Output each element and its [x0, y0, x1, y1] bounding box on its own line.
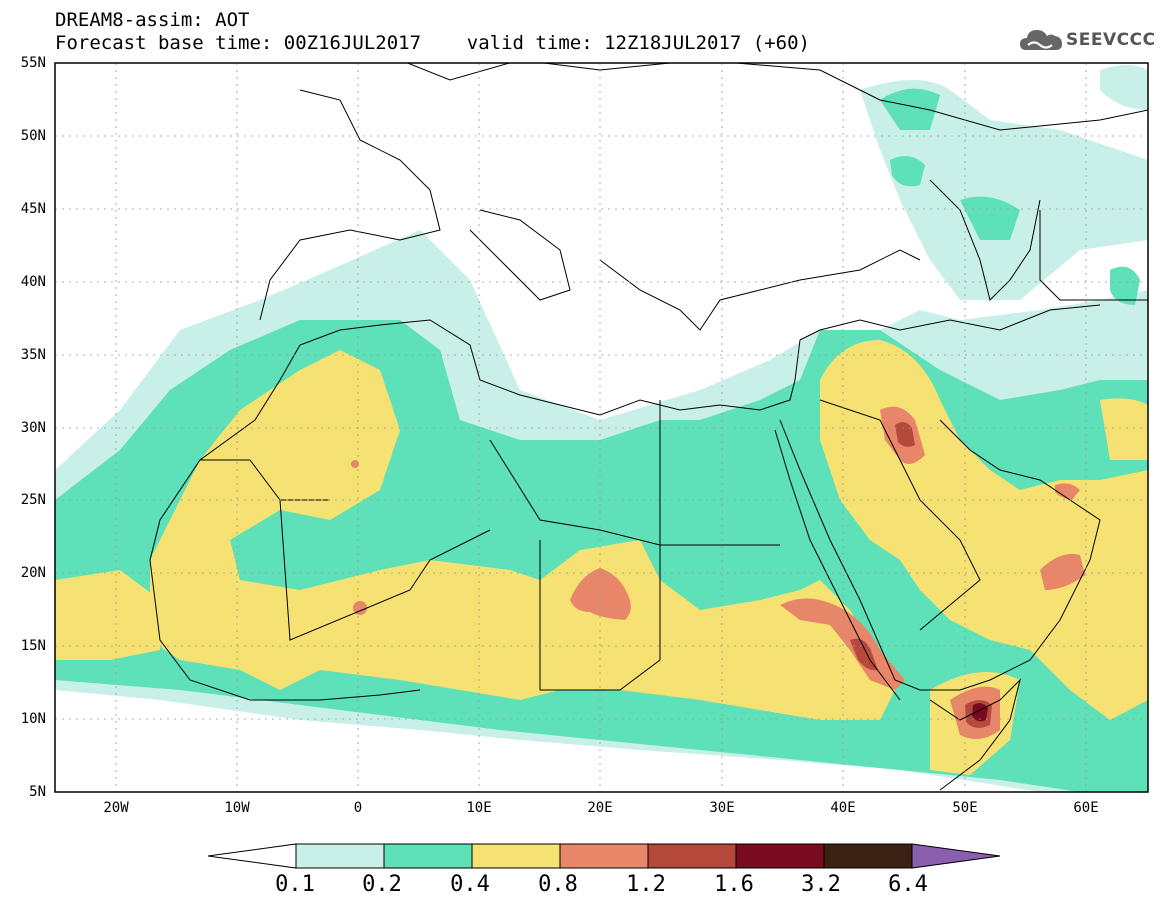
- colorbar-segment: [295, 843, 385, 869]
- lon-label: 20E: [587, 800, 613, 816]
- map-frame: [54, 62, 1149, 793]
- lon-label: 0: [353, 800, 363, 816]
- lat-label: 30N: [20, 420, 46, 436]
- lat-label: 55N: [20, 55, 46, 71]
- lat-label: 5N: [29, 784, 46, 800]
- lon-label: 10E: [466, 800, 492, 816]
- lon-label: 10W: [224, 800, 250, 816]
- lon-label: 40E: [830, 800, 856, 816]
- lat-label: 35N: [20, 347, 46, 363]
- legend-label: 0.8: [538, 872, 578, 897]
- lon-label: 20W: [103, 800, 129, 816]
- legend-label: 6.4: [888, 872, 928, 897]
- lat-label: 10N: [20, 711, 46, 727]
- aot-layer-1.6: [972, 703, 988, 722]
- colorbar-segment: [383, 843, 473, 869]
- lon-label: 30E: [709, 800, 735, 816]
- colorbar-segment: [823, 843, 913, 869]
- colorbar-segment: [471, 843, 561, 869]
- map-title: DREAM8-assim: AOT: [55, 9, 250, 31]
- graticule: [55, 63, 1148, 792]
- legend-label: 0.1: [275, 872, 315, 897]
- seevccc-logo: SEEVCCC: [1018, 24, 1158, 56]
- colorbar-segment: [647, 843, 737, 869]
- cloud-icon: [1020, 30, 1062, 50]
- legend-label: 0.2: [362, 872, 402, 897]
- legend-label: 3.2: [801, 872, 841, 897]
- legend-label: 0.4: [450, 872, 490, 897]
- lat-label: 15N: [20, 638, 46, 654]
- coastlines: [149, 63, 1148, 791]
- legend-label: 1.2: [626, 872, 666, 897]
- forecast-times: Forecast base time: 00Z16JUL2017 valid t…: [55, 32, 810, 54]
- lat-label: 50N: [20, 128, 46, 144]
- legend-label: 1.6: [714, 872, 754, 897]
- logo-text: SEEVCCC: [1066, 30, 1156, 50]
- lon-label: 60E: [1073, 800, 1099, 816]
- lat-label: 40N: [20, 274, 46, 290]
- lon-label: 50E: [952, 800, 978, 816]
- colorbar-segment: [735, 843, 825, 869]
- lat-label: 20N: [20, 565, 46, 581]
- colorbar-segment: [207, 843, 297, 869]
- colorbar-segment: [911, 843, 1001, 869]
- colorbar-segment: [559, 843, 649, 869]
- lat-label: 45N: [20, 201, 46, 217]
- aot-map: [54, 62, 1149, 793]
- colorbar: [207, 843, 1001, 869]
- lat-label: 25N: [20, 492, 46, 508]
